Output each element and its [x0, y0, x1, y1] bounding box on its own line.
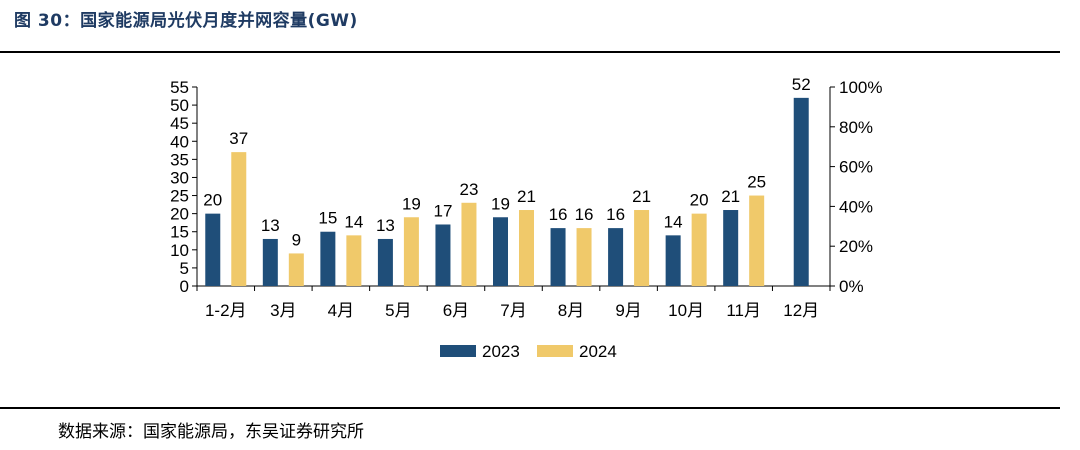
- y-tick-label: 40: [170, 132, 189, 151]
- bar-2024: [403, 217, 419, 286]
- y2-tick-label: 80%: [839, 118, 873, 137]
- data-label-2024: 37: [229, 129, 248, 148]
- bar-2023: [435, 224, 451, 286]
- data-label-2024: 21: [632, 187, 651, 206]
- x-tick-label: 4月: [328, 301, 354, 320]
- y-tick-label: 50: [170, 96, 189, 115]
- data-label-2024: 16: [575, 205, 594, 224]
- data-label-2023: 19: [491, 194, 510, 213]
- x-tick-label: 11月: [726, 301, 761, 320]
- bar-2023: [320, 231, 336, 286]
- source-note: 数据来源：国家能源局，东吴证券研究所: [58, 422, 364, 442]
- data-label-2023: 16: [549, 205, 568, 224]
- y2-tick-label: 40%: [839, 197, 873, 216]
- data-label-2024: 25: [747, 173, 766, 192]
- bar-2024: [749, 195, 765, 286]
- bar-2023: [493, 217, 508, 286]
- data-label-2024: 9: [292, 230, 301, 249]
- top-rule: [0, 51, 1060, 53]
- data-label-2023: 20: [203, 191, 222, 210]
- bar-2024: [691, 213, 707, 286]
- bar-2024: [288, 253, 304, 286]
- legend-swatch-2024: [537, 345, 573, 357]
- data-label-2024: 20: [690, 191, 709, 210]
- x-tick-label: 5月: [385, 301, 411, 320]
- y-tick-label: 30: [170, 168, 189, 187]
- x-tick-label: 10月: [668, 301, 704, 320]
- y2-tick-label: 0%: [839, 277, 864, 296]
- x-tick-label: 3月: [270, 301, 296, 320]
- figure-title: 图 30：国家能源局光伏月度并网容量(GW): [14, 11, 358, 31]
- x-tick-label: 9月: [615, 301, 641, 320]
- bottom-rule: [0, 407, 1060, 409]
- y-tick-label: 15: [170, 223, 189, 242]
- bar-2023: [377, 238, 393, 286]
- bar-2024: [634, 210, 650, 286]
- legend-swatch-2023: [440, 345, 476, 357]
- data-label-2024: 19: [402, 194, 421, 213]
- legend-label-2023: 2023: [482, 342, 520, 361]
- bar-2023: [205, 213, 221, 286]
- bar-2024: [576, 228, 592, 286]
- data-label-2023: 16: [606, 205, 625, 224]
- bar-2023: [550, 228, 566, 286]
- y-tick-label: 20: [170, 205, 189, 224]
- y2-tick-label: 100%: [839, 78, 882, 97]
- y-tick-label: 45: [170, 114, 189, 133]
- y-tick-label: 35: [170, 150, 189, 169]
- x-tick-label: 12月: [783, 301, 819, 320]
- chart-data-labels: 20 37 13 9 15 14 13 19 17 23 19 21 16 16 16 21 14 20 21 25 5…: [203, 75, 810, 250]
- bar-2023: [608, 228, 624, 286]
- data-label-2023: 52: [792, 75, 811, 94]
- data-label-2023: 17: [433, 201, 452, 220]
- data-label-2023: 13: [376, 216, 395, 235]
- y2-tick-label: 20%: [839, 237, 873, 256]
- y-tick-label: 0: [180, 277, 189, 296]
- bar-2023: [262, 238, 278, 286]
- y-tick-label: 10: [170, 241, 189, 260]
- y-tick-label: 55: [170, 78, 189, 97]
- bar-2024: [346, 235, 362, 286]
- data-label-2023: 14: [664, 212, 683, 231]
- bar-2024: [461, 202, 477, 286]
- data-label-2024: 23: [459, 180, 478, 199]
- x-tick-label: 7月: [500, 301, 526, 320]
- x-tick-label: 1-2月: [205, 301, 247, 320]
- bar-2023: [793, 97, 809, 286]
- y-tick-label: 25: [170, 187, 189, 206]
- data-label-2024: 14: [344, 212, 363, 231]
- bar-2023: [665, 235, 681, 286]
- x-tick-label: 8月: [558, 301, 584, 320]
- y2-tick-label: 60%: [839, 158, 873, 177]
- data-label-2023: 21: [721, 187, 740, 206]
- y-tick-label: 5: [180, 259, 189, 278]
- data-label-2023: 15: [318, 209, 337, 228]
- x-tick-label: 6月: [443, 301, 469, 320]
- chart-axes: 05101520253035404550550%20%40%60%80%100%…: [170, 78, 882, 320]
- chart-bars: [205, 97, 809, 286]
- bar-2024: [231, 152, 247, 286]
- bar-chart: 05101520253035404550550%20%40%60%80%100%…: [170, 75, 882, 361]
- data-label-2024: 21: [517, 187, 536, 206]
- bar-2023: [723, 210, 739, 286]
- data-label-2023: 13: [261, 216, 280, 235]
- chart-legend: 2023 2024: [440, 342, 617, 361]
- legend-label-2024: 2024: [579, 342, 617, 361]
- bar-2024: [519, 210, 534, 286]
